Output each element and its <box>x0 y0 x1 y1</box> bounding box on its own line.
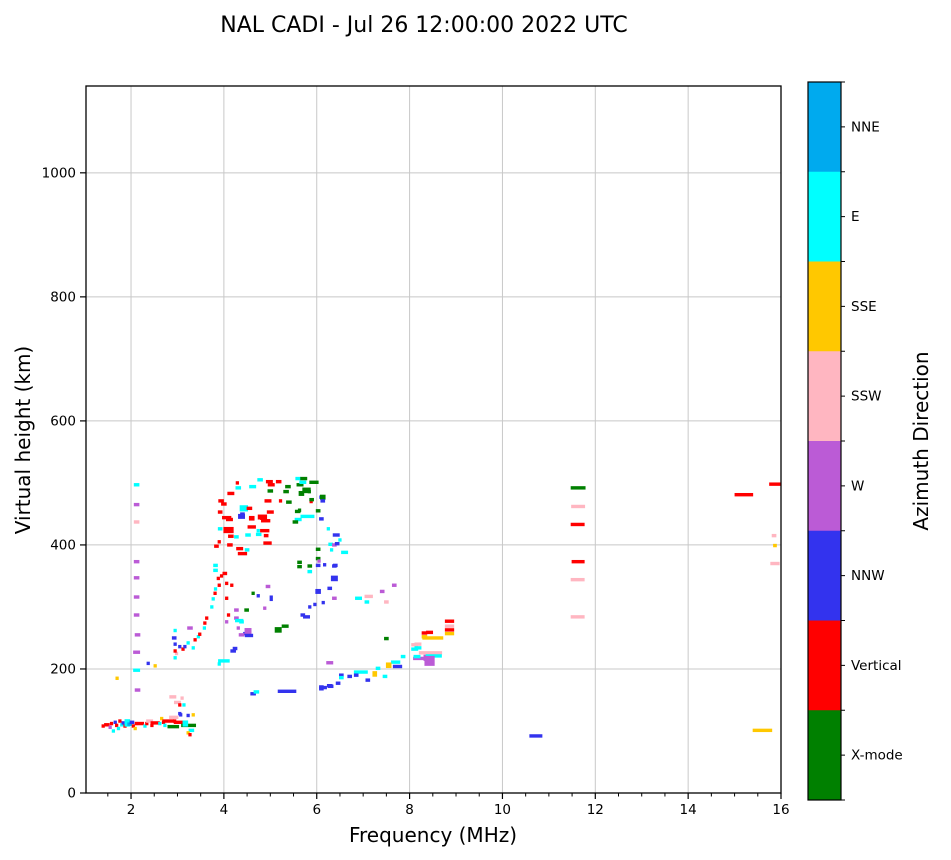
svg-text:800: 800 <box>50 289 76 305</box>
colorbar-tick-label: Vertical <box>851 658 902 674</box>
colorbar-tick-label: NNW <box>851 568 885 584</box>
colorbar: NNE E SSE SSW W NNW Vertical X-mode <box>807 81 903 801</box>
colorbar-tick-label: X-mode <box>851 748 903 764</box>
svg-text:0: 0 <box>67 786 76 802</box>
colorbar-tick-label: SSW <box>851 389 882 405</box>
colorbar-tick-label: W <box>851 478 864 494</box>
svg-text:2: 2 <box>127 802 136 818</box>
svg-text:8: 8 <box>405 802 414 818</box>
colorbar-tick-label: NNE <box>851 119 880 135</box>
colorbar-tick-label: SSE <box>851 299 877 315</box>
x-axis-ticks: 2 4 6 8 10 12 14 16 <box>107 793 790 818</box>
svg-text:200: 200 <box>50 661 76 677</box>
svg-text:600: 600 <box>50 413 76 429</box>
x-axis-label: Frequency (MHz) <box>349 823 517 847</box>
svg-text:1000: 1000 <box>42 165 76 181</box>
echo-points <box>101 476 781 738</box>
y-axis-ticks: 0 200 400 600 800 1000 <box>42 165 86 802</box>
gridlines <box>86 86 782 794</box>
colorbar-tick-label: E <box>851 209 860 225</box>
colorbar-label: Azimuth Direction <box>909 351 933 530</box>
svg-text:12: 12 <box>587 802 604 818</box>
svg-text:14: 14 <box>680 802 697 818</box>
chart-title: NAL CADI - Jul 26 12:00:00 2022 UTC <box>220 13 627 38</box>
svg-text:10: 10 <box>494 802 511 818</box>
svg-text:6: 6 <box>312 802 321 818</box>
svg-text:4: 4 <box>220 802 229 818</box>
svg-text:400: 400 <box>50 537 76 553</box>
plot-border <box>85 85 782 794</box>
svg-text:16: 16 <box>772 802 789 818</box>
y-axis-label: Virtual height (km) <box>11 346 35 535</box>
